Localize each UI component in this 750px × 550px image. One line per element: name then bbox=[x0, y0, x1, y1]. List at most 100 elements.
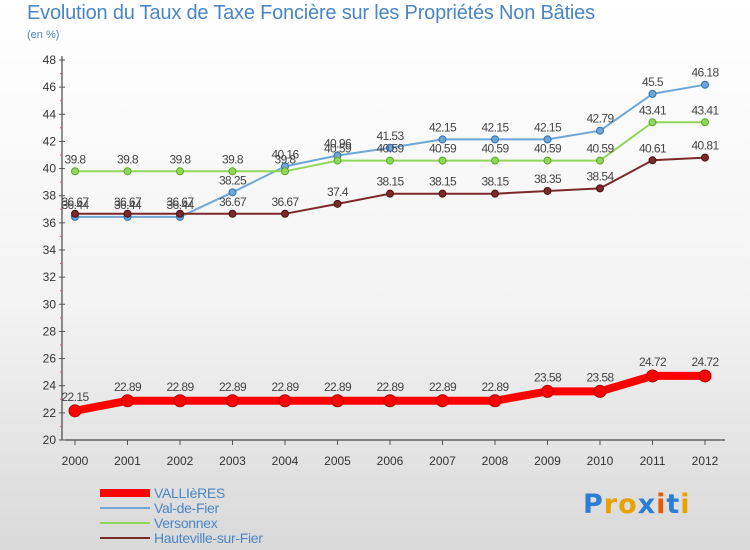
data-point bbox=[71, 167, 79, 176]
data-label: 36.67 bbox=[61, 195, 89, 209]
y-tick-label: 42 bbox=[43, 134, 57, 148]
y-tick-label: 38 bbox=[43, 189, 57, 203]
data-label: 38.35 bbox=[534, 172, 562, 186]
data-point bbox=[228, 209, 237, 218]
legend-item-vallieres: VALLIèRES bbox=[100, 485, 225, 501]
data-point bbox=[701, 153, 709, 162]
data-point bbox=[543, 156, 552, 165]
data-point bbox=[281, 209, 289, 218]
data-point bbox=[491, 135, 499, 144]
logo-letter: o bbox=[618, 489, 638, 520]
data-point bbox=[541, 384, 554, 398]
data-label: 22.89 bbox=[271, 380, 299, 394]
data-label: 38.15 bbox=[429, 175, 457, 189]
data-label: 39.8 bbox=[275, 152, 297, 166]
data-label: 40.81 bbox=[691, 139, 719, 153]
data-label: 38.54 bbox=[586, 169, 614, 183]
data-label: 40.96 bbox=[324, 137, 352, 151]
data-label: 36.44 bbox=[166, 198, 194, 212]
y-tick-label: 32 bbox=[43, 270, 57, 284]
data-label: 45.5 bbox=[642, 75, 664, 89]
legend-item-val-de-fier: Val-de-Fier bbox=[100, 500, 219, 516]
data-point bbox=[386, 189, 394, 198]
data-label: 36.67 bbox=[114, 195, 142, 209]
logo-letter: i bbox=[680, 489, 691, 520]
legend-swatch-val-de-fier bbox=[100, 507, 150, 509]
logo-letter: r bbox=[603, 489, 619, 520]
y-tick-label: 28 bbox=[43, 324, 57, 338]
x-tick-label: 2009 bbox=[534, 454, 561, 468]
data-point bbox=[596, 126, 604, 135]
legend-swatch-hauteville-sur-fier bbox=[100, 537, 150, 539]
data-label: 39.8 bbox=[170, 152, 192, 166]
x-tick-label: 2005 bbox=[324, 454, 351, 468]
data-label: 40.59 bbox=[429, 142, 457, 156]
data-label: 40.59 bbox=[534, 142, 562, 156]
legend-item-versonnex: Versonnex bbox=[100, 515, 218, 531]
series-points bbox=[68, 80, 712, 418]
data-label: 42.79 bbox=[586, 112, 614, 126]
data-label: 46.18 bbox=[691, 66, 719, 80]
data-label: 42.15 bbox=[429, 120, 457, 134]
data-point bbox=[226, 394, 239, 408]
data-point bbox=[648, 156, 657, 165]
line-chart-plot: 20 22 24 26 28 30 32 34 36 38 40 42 44 46 48 2000 2001 20… bbox=[43, 53, 725, 468]
data-point bbox=[648, 89, 657, 98]
data-point bbox=[593, 384, 607, 398]
logo-letter: i bbox=[656, 489, 667, 520]
legend-item-hauteville-sur-fier: Hauteville-sur-Fier bbox=[100, 530, 263, 546]
legend-swatch-versonnex bbox=[100, 522, 150, 524]
legend-label-hauteville-sur-fier: Hauteville-sur-Fier bbox=[154, 530, 263, 546]
data-point bbox=[438, 156, 447, 165]
data-point bbox=[386, 156, 394, 165]
logo-letter: P bbox=[583, 489, 604, 520]
axes: 20 22 24 26 28 30 32 34 36 38 40 42 44 46 48 2000 2001 20… bbox=[43, 53, 725, 468]
x-tick-label: 2001 bbox=[114, 454, 141, 468]
y-tick-label: 34 bbox=[43, 243, 57, 257]
data-label: 36.67 bbox=[166, 195, 194, 209]
data-label: 42.15 bbox=[534, 120, 562, 134]
data-label: 38.25 bbox=[219, 173, 247, 187]
data-point bbox=[176, 167, 184, 176]
legend-swatch-vallieres bbox=[100, 489, 150, 497]
y-tick-label: 44 bbox=[43, 107, 57, 121]
data-point bbox=[701, 80, 709, 89]
data-point bbox=[596, 156, 604, 165]
y-tick-label: 22 bbox=[43, 406, 57, 420]
data-point bbox=[176, 209, 184, 218]
data-point bbox=[278, 394, 292, 408]
data-label: 22.89 bbox=[324, 380, 352, 394]
data-label: 38.15 bbox=[376, 175, 404, 189]
data-point bbox=[596, 184, 604, 193]
data-label: 36.44 bbox=[114, 198, 142, 212]
y-tick-label: 36 bbox=[43, 216, 57, 230]
data-label: 24.72 bbox=[639, 355, 667, 369]
data-label: 40.16 bbox=[271, 147, 299, 161]
data-label: 43.41 bbox=[639, 103, 667, 117]
data-point bbox=[543, 135, 552, 144]
data-label: 40.59 bbox=[481, 142, 509, 156]
logo-letter: x bbox=[637, 489, 657, 520]
data-point bbox=[436, 394, 449, 408]
y-tick-label: 26 bbox=[43, 352, 57, 366]
y-tick-label: 24 bbox=[43, 379, 57, 393]
data-label: 39.8 bbox=[65, 152, 87, 166]
data-point bbox=[438, 189, 447, 198]
data-point bbox=[228, 188, 237, 197]
x-tick-label: 2011 bbox=[640, 454, 666, 468]
legend-label-val-de-fier: Val-de-Fier bbox=[154, 500, 219, 516]
legend-label-vallieres: VALLIèRES bbox=[154, 485, 225, 501]
data-point bbox=[121, 394, 134, 408]
data-label: 40.59 bbox=[586, 142, 614, 156]
y-tick-label: 20 bbox=[43, 433, 57, 447]
data-label: 23.58 bbox=[586, 370, 614, 384]
x-tick-label: 2006 bbox=[377, 454, 404, 468]
data-label: 39.8 bbox=[117, 152, 139, 166]
legend-label-versonnex: Versonnex bbox=[154, 515, 218, 531]
data-point bbox=[228, 167, 237, 176]
x-tick-label: 2008 bbox=[482, 454, 509, 468]
data-point bbox=[543, 186, 552, 195]
data-point bbox=[646, 369, 659, 383]
data-point bbox=[488, 394, 502, 408]
